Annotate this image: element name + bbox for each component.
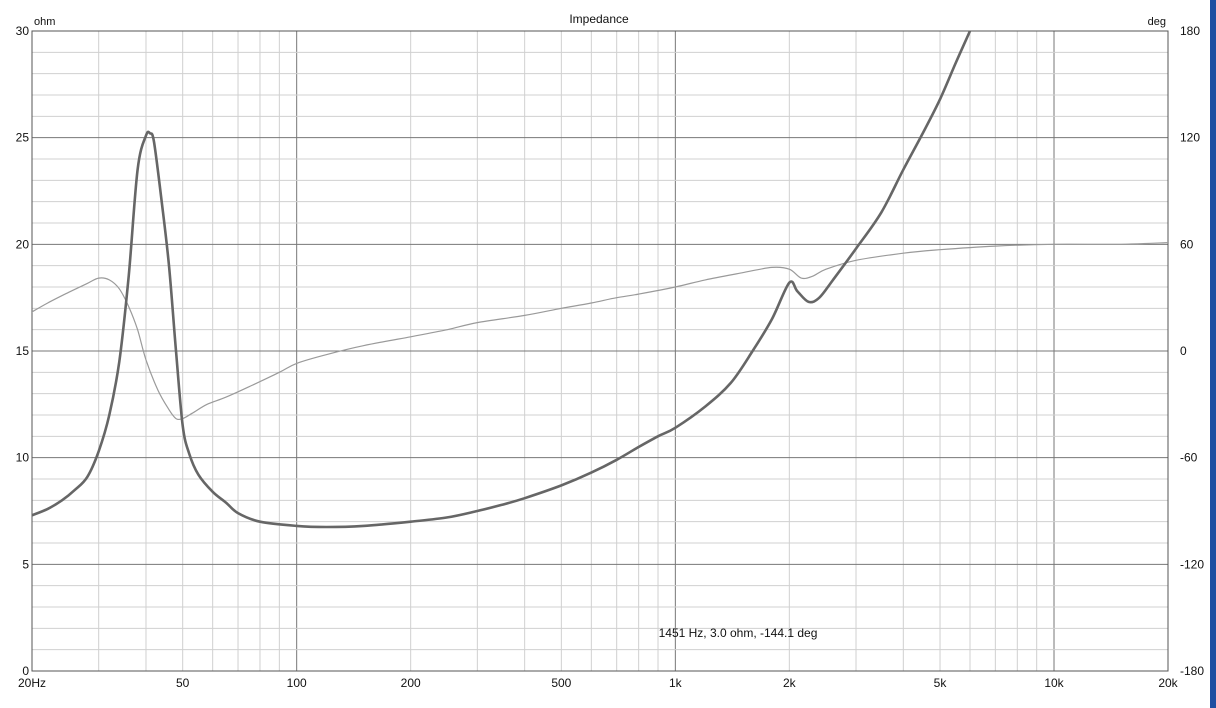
x-tick-label: 50 (176, 676, 190, 690)
x-tick-label: 20Hz (18, 676, 46, 690)
x-tick-label: 20k (1158, 676, 1178, 690)
y-right-tick-label: -60 (1180, 451, 1198, 465)
magnitude-curve (32, 31, 972, 529)
y-right-tick-label: 60 (1180, 237, 1194, 251)
y-right-tick-label: 120 (1180, 131, 1200, 145)
y-right-tick-label: 180 (1180, 24, 1200, 38)
y-left-tick-label: 30 (16, 24, 30, 38)
chart-title: Impedance (569, 12, 629, 26)
window-border (1210, 0, 1216, 708)
y-left-tick-label: 5 (22, 557, 29, 571)
x-tick-label: 200 (401, 676, 421, 690)
y-right-tick-label: -120 (1180, 557, 1204, 571)
x-tick-label: 1k (669, 676, 683, 690)
phase-curve (32, 242, 1168, 421)
x-tick-label: 2k (783, 676, 797, 690)
plot-border (31, 30, 1169, 672)
left-axis-unit: ohm (34, 16, 55, 28)
y-left-tick-label: 25 (16, 131, 30, 145)
y-left-tick-label: 20 (16, 237, 30, 251)
y-left-tick-label: 0 (22, 664, 29, 678)
cursor-readout: 1451 Hz, 3.0 ohm, -144.1 deg (659, 626, 818, 640)
x-tick-label: 5k (934, 676, 948, 690)
y-left-tick-label: 15 (16, 344, 30, 358)
y-right-tick-label: 0 (1180, 344, 1187, 358)
y-right-tick-label: -180 (1180, 664, 1204, 678)
x-tick-label: 10k (1044, 676, 1064, 690)
y-left-tick-label: 10 (16, 451, 30, 465)
x-tick-label: 100 (287, 676, 307, 690)
right-axis-unit: deg (1148, 16, 1166, 28)
x-tick-label: 500 (551, 676, 571, 690)
